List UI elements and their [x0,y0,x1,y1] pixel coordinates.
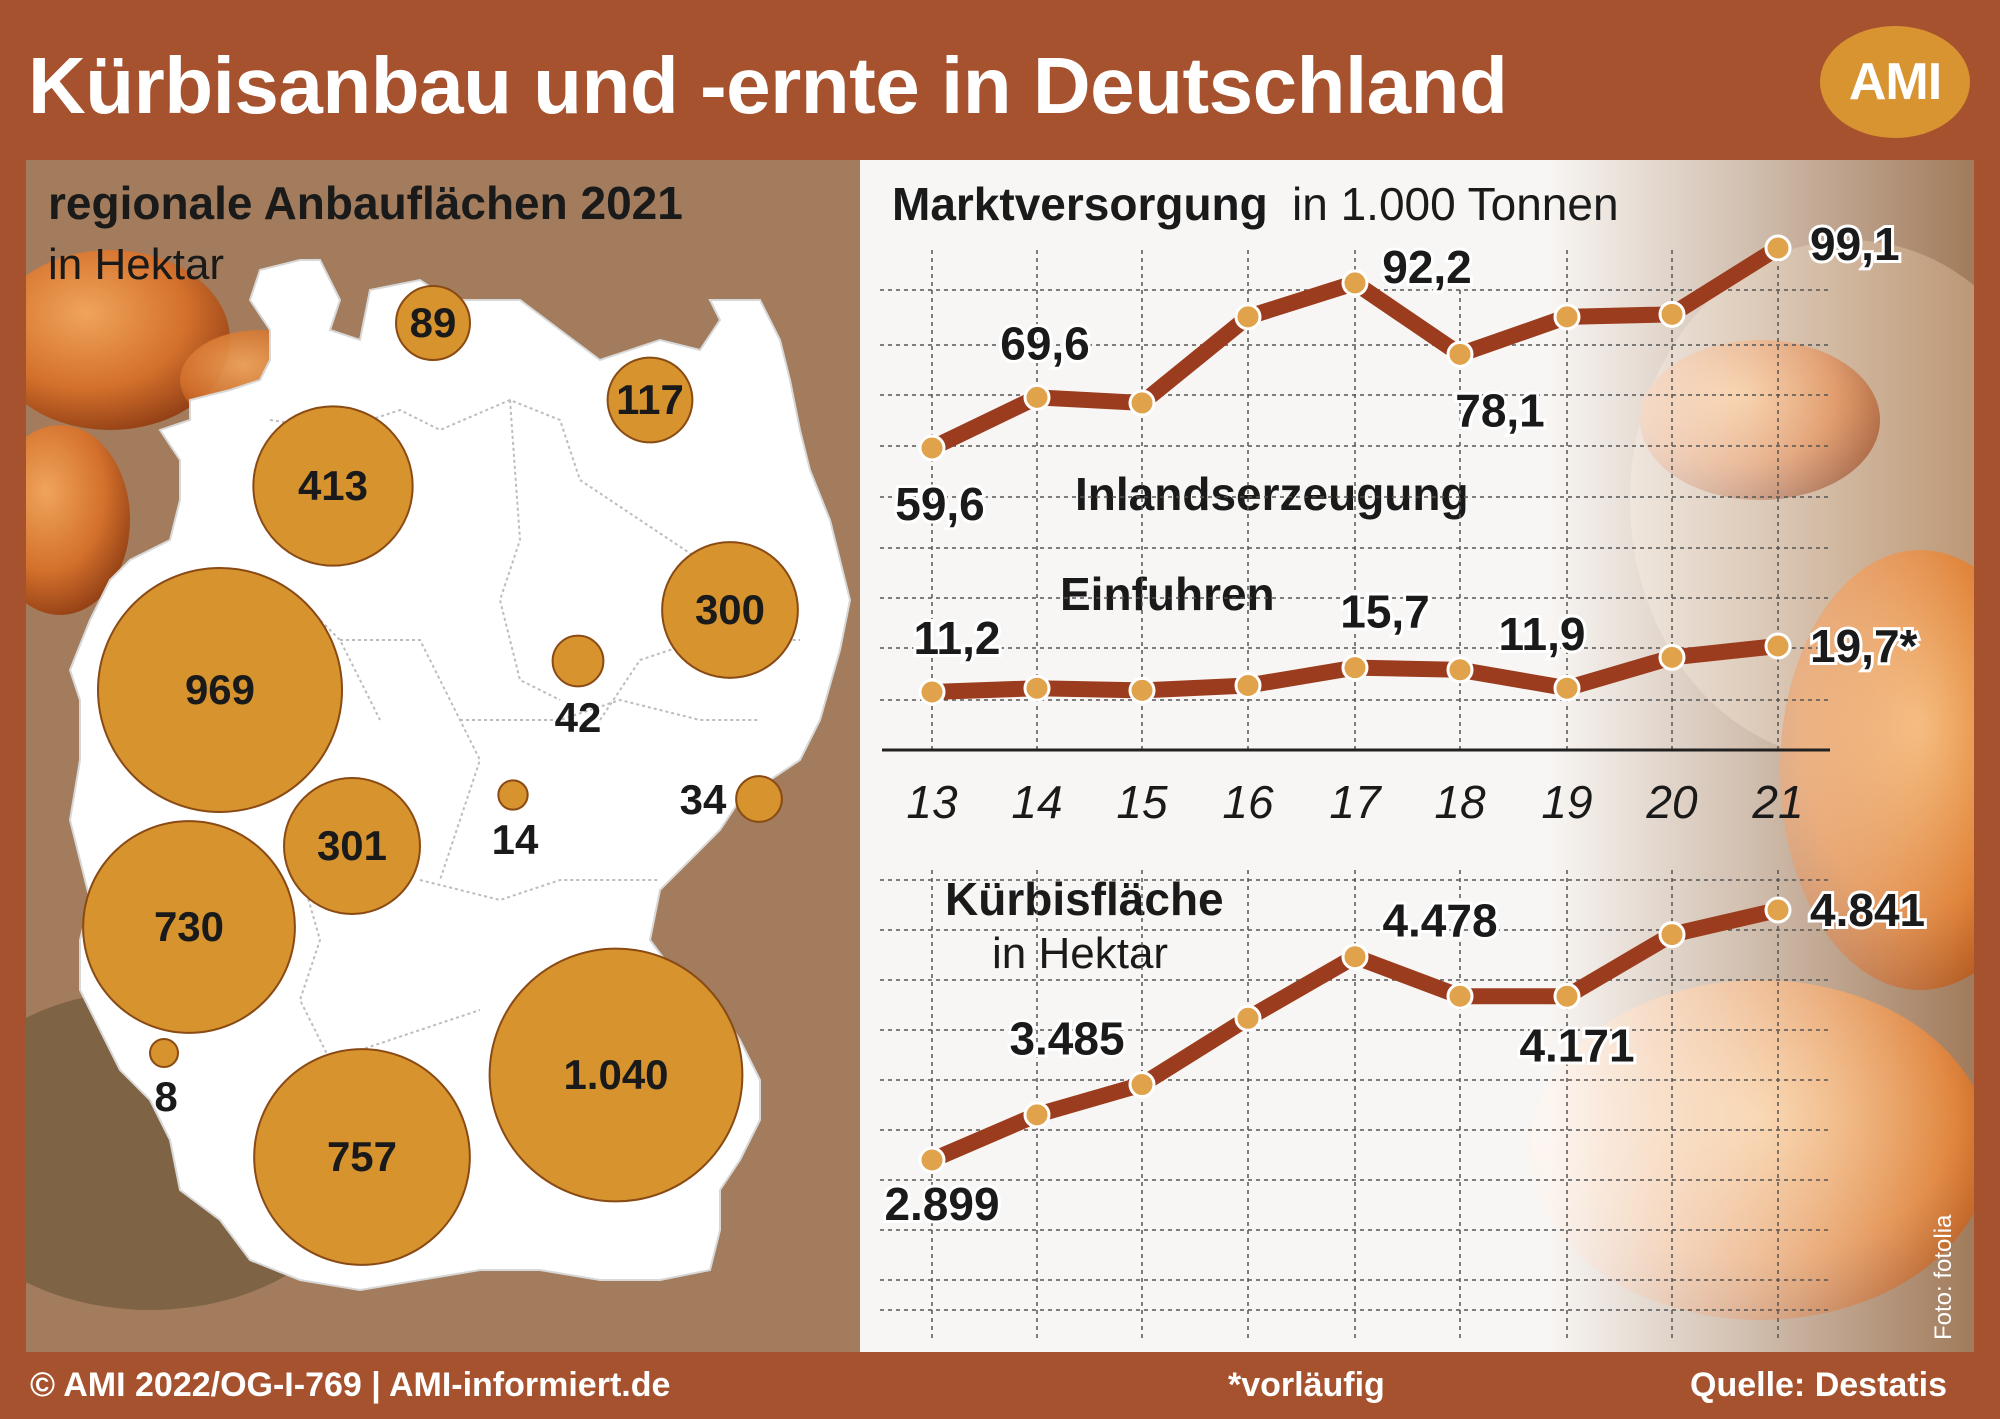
data-point-einfuhren [1128,676,1156,704]
chart-title-marktversorgung: Marktversorgung [892,178,1268,230]
ami-logo: AMI [1820,26,1970,138]
data-point-kuerbisflaeche [1341,943,1369,971]
data-label-einfuhren: 11,2 [914,612,1001,664]
bubble-label-niedersachsen: 413 [298,462,368,509]
data-label-kuerbisflaeche: 2.899 [884,1178,999,1230]
data-point-inlandserzeugung [1234,303,1262,331]
bubble-label-sachsen-anhalt: 42 [555,694,602,741]
bubble-sachsen-anhalt [551,634,605,688]
data-point-kuerbisflaeche [1553,982,1581,1010]
bubble-niedersachsen [252,405,414,567]
x-tick-label: 14 [1011,776,1062,828]
data-point-einfuhren [1446,656,1474,684]
series-label-einfuhren: Einfuhren [1060,568,1275,620]
data-point-inlandserzeugung [1446,340,1474,368]
series-label-inlandserzeugung: Inlandserzeugung [1075,468,1469,520]
bubble-label-baden-w-rttemberg: 757 [327,1133,397,1180]
data-label-einfuhren: 11,9 [1499,608,1586,660]
data-point-kuerbisflaeche [1128,1071,1156,1099]
bubble-label-mecklenburg-vorpommern: 117 [616,376,684,423]
data-point-einfuhren [1658,643,1686,671]
x-tick-label: 16 [1222,776,1274,828]
chart-panel [860,160,1970,1352]
photo-credit: Foto: fotolia [1930,1214,1957,1340]
data-label-kuerbisflaeche: 4.478 [1382,895,1497,947]
data-point-inlandserzeugung [1658,300,1686,328]
bubble-sachsen [735,775,783,823]
bubble-label-brandenburg: 300 [695,586,765,633]
footer-note: *vorläufig [1228,1366,1385,1404]
ami-logo-text: AMI [1848,53,1942,111]
data-label-inlandserzeugung: 99,1 [1810,218,1900,270]
bubble-label-saarland: 8 [154,1073,177,1120]
pumpkin-photo [0,250,230,430]
map-unit: in Hektar [48,240,225,289]
data-point-inlandserzeugung [1341,269,1369,297]
map-title: regionale Anbauflächen 2021 [48,177,683,229]
bubble-label-sachsen: 34 [680,776,727,823]
data-point-inlandserzeugung [1553,303,1581,331]
data-label-kuerbisflaeche: 4.841 [1810,884,1925,936]
data-point-kuerbisflaeche [1234,1004,1262,1032]
bubble-label-th-ringen: 14 [492,816,539,863]
data-point-kuerbisflaeche [1446,982,1474,1010]
page-title: Kürbisanbau und -ernte in Deutschland [28,41,1508,130]
bubble-label-rheinland-pfalz: 730 [154,903,224,950]
data-label-kuerbisflaeche: 4.171 [1519,1019,1634,1071]
data-label-einfuhren: 19,7* [1810,620,1918,672]
bubble-label-bayern: 1.040 [563,1051,668,1098]
data-point-inlandserzeugung [1764,234,1792,262]
data-point-einfuhren [1341,654,1369,682]
data-label-inlandserzeugung: 59,6 [895,478,985,530]
data-point-inlandserzeugung [918,434,946,462]
data-point-inlandserzeugung [1023,383,1051,411]
data-label-einfuhren: 15,7 [1340,586,1430,638]
data-point-kuerbisflaeche [918,1146,946,1174]
bubble-baden-w-rttemberg [253,1048,471,1266]
data-point-einfuhren [1234,672,1262,700]
bubble-mecklenburg-vorpommern [606,356,694,444]
chart-title-kuerbisflaeche: Kürbisfläche [945,873,1224,925]
data-point-kuerbisflaeche [1023,1101,1051,1129]
x-tick-label: 13 [906,776,958,828]
x-tick-label: 15 [1116,776,1168,828]
bubble-label-schleswig-holstein: 89 [410,299,457,346]
bubble-schleswig-holstein [395,285,471,361]
bubble-label-hessen: 301 [317,822,387,869]
data-point-einfuhren [1553,674,1581,702]
bubble-saarland [149,1038,179,1068]
data-label-inlandserzeugung: 78,1 [1455,384,1545,436]
footer-copyright: © AMI 2022/OG-I-769 | AMI-informiert.de [30,1366,671,1404]
x-tick-label: 17 [1329,776,1382,828]
x-tick-label: 19 [1541,776,1592,828]
data-point-einfuhren [1023,674,1051,702]
footer-source: Quelle: Destatis [1690,1366,1947,1404]
bubble-th-ringen [497,779,529,811]
bubble-hessen [283,777,421,915]
data-label-kuerbisflaeche: 3.485 [1009,1013,1124,1065]
bubble-rheinland-pfalz [82,820,296,1034]
data-point-kuerbisflaeche [1764,896,1792,924]
bubble-bayern [488,947,744,1203]
x-tick-label: 21 [1751,776,1803,828]
data-label-inlandserzeugung: 69,6 [1000,317,1090,369]
header-bar [0,0,2000,160]
x-tick-label: 20 [1645,776,1698,828]
data-point-kuerbisflaeche [1658,921,1686,949]
bubble-label-nordrhein-westfalen: 969 [185,666,255,713]
x-tick-label: 18 [1434,776,1486,828]
bubble-brandenburg [661,541,799,679]
bubble-nordrhein-westfalen [97,567,343,813]
chart-subtitle-kuerbisflaeche: in Hektar [992,929,1168,978]
data-point-einfuhren [1764,632,1792,660]
footer-bar [0,1352,2000,1419]
data-label-inlandserzeugung: 92,2 [1382,241,1472,293]
data-point-inlandserzeugung [1128,389,1156,417]
data-point-einfuhren [918,678,946,706]
chart-subtitle-marktversorgung: in 1.000 Tonnen [1292,178,1619,230]
